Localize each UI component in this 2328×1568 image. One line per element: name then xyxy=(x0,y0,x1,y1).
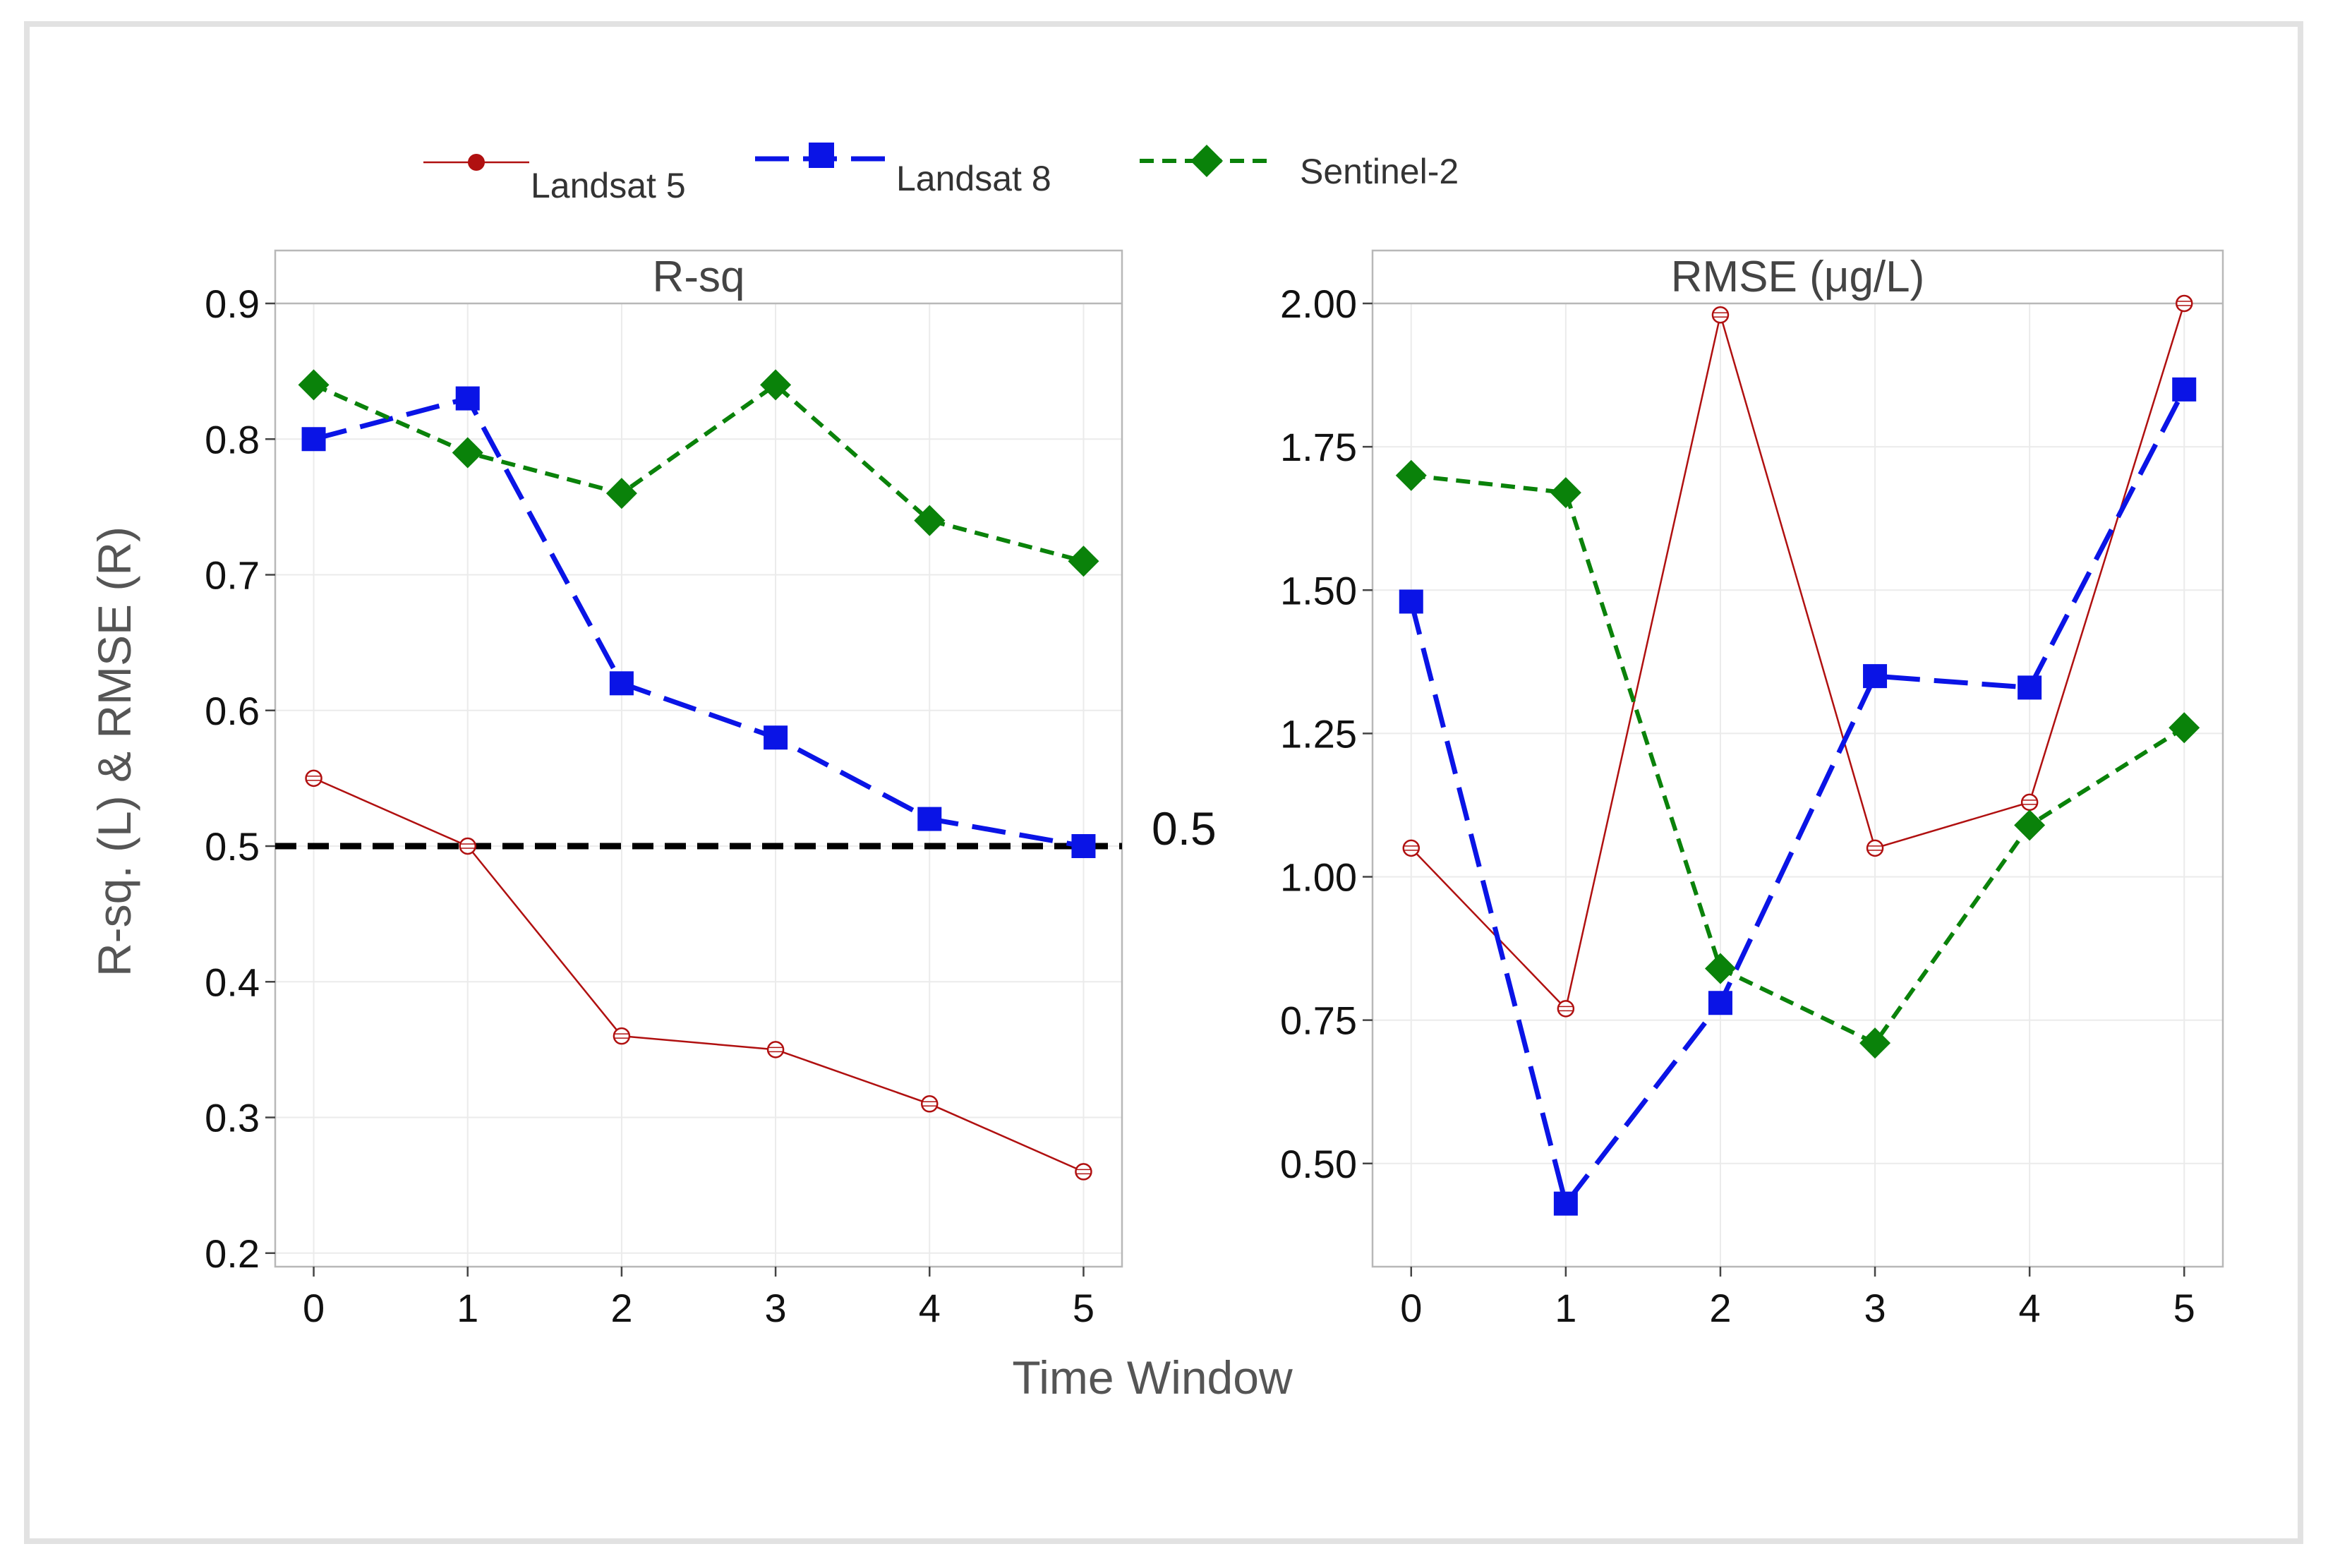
data-point xyxy=(613,1027,631,1045)
x-axis-title: Time Window xyxy=(1012,1351,1293,1404)
data-point xyxy=(1708,991,1732,1015)
y-tick-label: 0.8 xyxy=(205,417,260,462)
data-point xyxy=(760,369,792,401)
series-landsat-5 xyxy=(305,769,1092,1181)
data-point xyxy=(1704,953,1736,984)
x-tick-label: 2 xyxy=(1709,1286,1731,1330)
data-point xyxy=(2169,712,2200,744)
series-line-sentinel-2 xyxy=(313,382,1085,564)
legend-marker-landsat-5 xyxy=(468,154,485,171)
y-tick-label: 0.6 xyxy=(205,689,260,733)
y-tick-label: 0.4 xyxy=(205,960,260,1004)
data-point xyxy=(917,807,942,831)
x-tick-label: 3 xyxy=(1864,1286,1886,1330)
y-tick-label: 0.9 xyxy=(205,282,260,326)
y-tick-label: 0.7 xyxy=(205,553,260,598)
data-point xyxy=(452,437,483,469)
data-point xyxy=(1557,1000,1575,1018)
data-point xyxy=(455,386,480,411)
data-point xyxy=(2172,377,2197,402)
series-line-landsat-5 xyxy=(313,777,1084,1173)
data-point xyxy=(921,1095,939,1113)
data-point xyxy=(2014,809,2046,841)
series-landsat-8 xyxy=(1399,377,2197,1216)
x-tick-label: 1 xyxy=(457,1286,478,1330)
y-axis-title: R-sq. (L) & RMSE (R) xyxy=(88,526,140,977)
y-tick-label: 1.50 xyxy=(1280,568,1357,613)
data-point xyxy=(1075,1163,1092,1181)
panel-r-sq: R-sq 0.2 0.3 0.4 0.5 0.6 0.7 0.8 0.9 0 1 2 3 4 5 0.5 xyxy=(205,249,1217,1330)
y-tick-label: 0.5 xyxy=(205,824,260,869)
reference-line-label: 0.5 xyxy=(1152,802,1217,855)
data-point xyxy=(1068,545,1099,577)
data-point xyxy=(1395,459,1427,491)
data-point xyxy=(1866,839,1884,857)
panel-rmse: RMSE (μg/L) 0.50 0.75 1.00 1.25 1.50 1.75 2.00 0… xyxy=(1280,249,2224,1330)
series-sentinel-2 xyxy=(298,369,1099,577)
y-tick-label: 2.00 xyxy=(1280,282,1357,326)
legend-marker-landsat-8 xyxy=(809,143,834,168)
panel-title: RMSE (μg/L) xyxy=(1671,253,1925,301)
data-point xyxy=(766,1041,785,1059)
data-point xyxy=(2020,793,2039,812)
legend-item-sentinel-2[interactable]: Sentinel-2 xyxy=(1140,145,1459,191)
data-point xyxy=(609,671,634,696)
data-point xyxy=(2175,294,2193,313)
data-point xyxy=(1399,589,1423,614)
data-point xyxy=(1553,1191,1578,1216)
x-tick-label: 0 xyxy=(303,1286,325,1330)
y-tick-label: 1.25 xyxy=(1280,711,1357,756)
panel-title: R-sq xyxy=(653,253,745,301)
series-landsat-5 xyxy=(1402,294,2193,1018)
legend-item-landsat-8[interactable]: Landsat 8 xyxy=(755,143,1051,198)
legend-label-sentinel-2: Sentinel-2 xyxy=(1300,152,1459,191)
series-line-landsat-8 xyxy=(313,396,1085,849)
legend-marker-sentinel-2 xyxy=(1190,145,1223,177)
data-point xyxy=(305,769,322,788)
data-point xyxy=(301,427,326,452)
data-point xyxy=(1071,834,1096,859)
x-tick-label: 5 xyxy=(2173,1286,2195,1330)
data-point xyxy=(298,369,330,401)
legend-label-landsat-5: Landsat 5 xyxy=(531,166,686,205)
data-point xyxy=(459,837,476,855)
series-landsat-8 xyxy=(301,386,1096,859)
plot-background xyxy=(1373,251,2223,1267)
plot-background xyxy=(275,251,1122,1267)
x-tick-label: 4 xyxy=(919,1286,941,1330)
series-sentinel-2 xyxy=(1395,459,2200,1059)
series-line-landsat-5 xyxy=(1410,303,2185,1010)
x-tick-label: 5 xyxy=(1073,1286,1094,1330)
data-point xyxy=(1402,839,1421,857)
data-point xyxy=(1711,306,1730,324)
data-point xyxy=(1550,477,1581,509)
series-line-landsat-8 xyxy=(1409,388,2187,1207)
data-point xyxy=(2018,675,2042,700)
x-tick-label: 1 xyxy=(1555,1286,1576,1330)
panel-border xyxy=(1371,249,2224,1268)
data-point xyxy=(605,478,637,509)
legend: Landsat 5 Landsat 8 Sentinel-2 xyxy=(423,143,1459,205)
panel-border xyxy=(274,249,1123,1268)
y-tick-label: 0.3 xyxy=(205,1096,260,1140)
y-tick-label: 0.2 xyxy=(205,1231,260,1276)
x-tick-label: 0 xyxy=(1400,1286,1422,1330)
x-tick-label: 4 xyxy=(2019,1286,2041,1330)
y-tick-label: 1.00 xyxy=(1280,855,1357,900)
data-point xyxy=(764,725,788,750)
x-tick-label: 3 xyxy=(765,1286,787,1330)
y-tick-label: 1.75 xyxy=(1280,425,1357,469)
data-point xyxy=(1863,664,1888,689)
y-tick-label: 0.50 xyxy=(1280,1142,1357,1186)
legend-label-landsat-8: Landsat 8 xyxy=(896,159,1051,198)
data-point xyxy=(1859,1027,1891,1059)
x-tick-label: 2 xyxy=(610,1286,632,1330)
legend-item-landsat-5[interactable]: Landsat 5 xyxy=(423,154,686,205)
data-point xyxy=(914,505,946,536)
y-tick-label: 0.75 xyxy=(1280,999,1357,1043)
